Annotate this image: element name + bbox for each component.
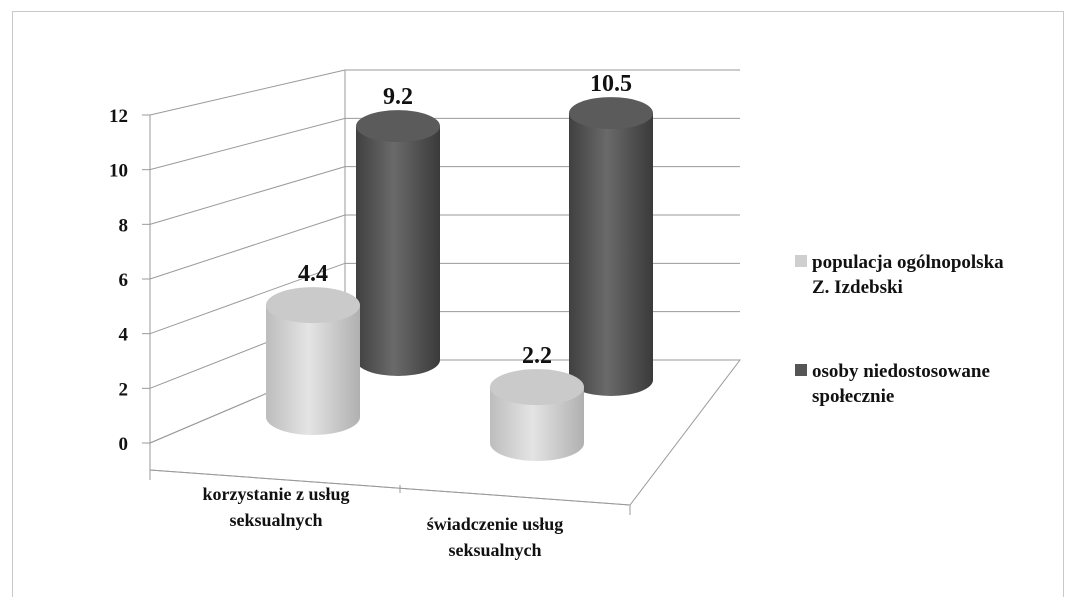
gridline-left [149, 262, 346, 335]
chart-bars: 9.2 10.5 4.4 2.2 [266, 71, 653, 461]
legend-label: populacja ogólnopolska [812, 252, 1004, 273]
y-tick-label: 12 [109, 106, 128, 127]
chart-frame [12, 11, 1064, 597]
legend-label: społecznie [812, 386, 894, 407]
legend: populacja ogólnopolska Z. Izdebski osoby n… [795, 252, 1004, 407]
bar-series1-cat2-body [490, 387, 584, 461]
data-label: 9.2 [383, 84, 413, 110]
category-label: seksualnych [448, 540, 541, 560]
gridline-left [149, 166, 346, 225]
y-axis-ticks: 0 2 4 6 8 10 12 [109, 106, 150, 455]
category-labels: korzystanie z usług seksualnych świadczeni… [202, 484, 563, 560]
gridline-left [149, 117, 346, 171]
category-label: seksualnych [229, 510, 322, 530]
bar-series1-cat2: 2.2 [490, 343, 584, 461]
bar-series2-cat2: 10.5 [569, 71, 653, 396]
bar-series1-cat1-top [266, 287, 360, 324]
y-tick-label: 0 [119, 434, 129, 455]
bar-series1-cat2-top [490, 369, 584, 406]
category-label: korzystanie z usług [202, 484, 349, 504]
y-tick-label: 4 [119, 325, 129, 346]
data-label: 4.4 [298, 261, 328, 287]
category-label: świadczenie usług [427, 514, 564, 534]
y-tick-label: 10 [109, 161, 128, 182]
data-label: 2.2 [522, 343, 552, 369]
legend-swatch [795, 255, 807, 267]
x-axis-front [149, 469, 631, 506]
bar-series1-cat1: 4.4 [266, 261, 360, 435]
bar-series2-cat1-body [356, 126, 440, 376]
bar-series2-cat1-top [356, 110, 440, 143]
legend-label: Z. Izdebski [812, 277, 903, 298]
bar-series2-cat1: 9.2 [356, 84, 440, 376]
y-tick-label: 6 [119, 270, 129, 291]
bar-series1-cat1-body [266, 305, 360, 435]
gridline-left [149, 69, 346, 116]
bar-series2-cat2-body [569, 113, 653, 396]
legend-label: osoby niedostosowane [812, 361, 990, 382]
gridline-left [149, 214, 346, 280]
bar-series2-cat2-top [569, 97, 653, 130]
y-tick-label: 2 [119, 379, 129, 400]
data-label: 10.5 [590, 71, 632, 97]
legend-swatch [795, 364, 807, 376]
y-tick-label: 8 [119, 215, 129, 236]
